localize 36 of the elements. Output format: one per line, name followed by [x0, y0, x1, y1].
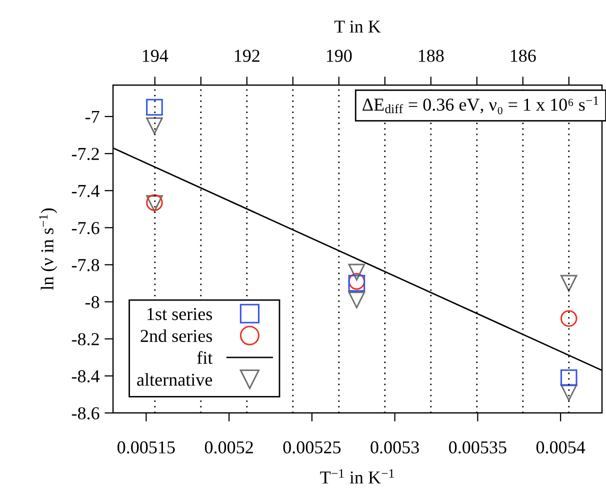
y-tick-label: -8.2: [72, 333, 99, 346]
legend-label: 2nd series: [140, 329, 212, 342]
x2-tick-label: 192: [234, 50, 260, 62]
point: [560, 274, 578, 292]
x2-tick-label: 194: [142, 50, 168, 62]
x-tick-label: 0.00515: [118, 441, 175, 454]
y-tick-label: -7.2: [72, 148, 99, 160]
x2-tick-label: 188: [418, 50, 444, 62]
x2-axis-title: T in K: [334, 20, 381, 33]
point: [560, 310, 578, 327]
y-tick-label: -7.8: [72, 258, 100, 272]
y-tick-label: -8.4: [72, 370, 100, 382]
y-tick-label: -7.4: [72, 185, 100, 198]
x-tick-label: 0.00535: [449, 441, 506, 454]
y-tick-label: -8: [85, 296, 100, 308]
x-tick-label: 0.00525: [283, 441, 341, 454]
point: [560, 384, 578, 401]
y-tick-label: -7: [85, 110, 100, 123]
point: [146, 117, 163, 134]
legend-label: 1st series: [148, 308, 212, 320]
legend-label: alternative: [137, 373, 212, 386]
annotation: ΔE$_{diff}$ = 0.36 eV, ν₀ = 1 x 10⁶ s$^{−1}$: [362, 96, 598, 114]
point: [560, 369, 578, 386]
x-axis-title: T$^{−1}$ in K$^{−1}$: [320, 469, 394, 484]
x2-tick-label: 190: [326, 50, 352, 62]
point: [348, 292, 366, 308]
x-tick-label: 0.0053: [370, 441, 419, 454]
point: [146, 98, 163, 116]
y-tick-label: -8.6: [72, 407, 100, 420]
x2-tick-label: 186: [510, 50, 536, 62]
point: [348, 264, 366, 281]
x-tick-label: 0.0054: [536, 441, 586, 454]
x-tick-label: 0.0052: [204, 441, 253, 454]
y-axis-title: ln (ν in s$^{−1}$): [39, 208, 58, 290]
legend-label: fit: [197, 351, 213, 364]
y-tick-label: -7.6: [72, 222, 100, 234]
